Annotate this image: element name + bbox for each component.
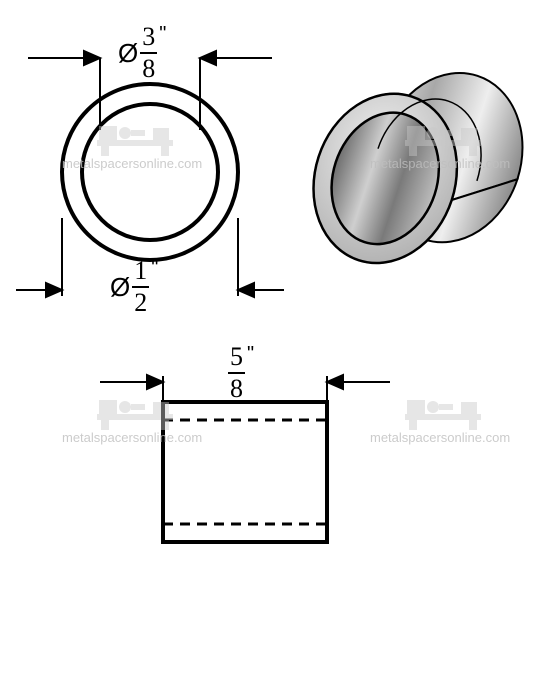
label-outer-diameter: Ø 1 2 " <box>110 258 158 316</box>
label-length: 5 8 " <box>228 344 254 402</box>
diameter-symbol: Ø <box>118 40 138 66</box>
fraction-3-8: 3 8 <box>140 24 157 82</box>
ring-end-view <box>62 84 238 260</box>
label-inner-diameter: Ø 3 8 " <box>118 24 166 82</box>
side-view <box>163 402 327 542</box>
drawing-svg <box>0 0 559 560</box>
isometric-view <box>292 24 559 309</box>
technical-drawing: Ø 3 8 " Ø 1 2 " 5 8 " <box>0 0 559 560</box>
diameter-symbol: Ø <box>110 274 130 300</box>
fraction-1-2: 1 2 <box>132 258 149 316</box>
fraction-5-8: 5 8 <box>228 344 245 402</box>
